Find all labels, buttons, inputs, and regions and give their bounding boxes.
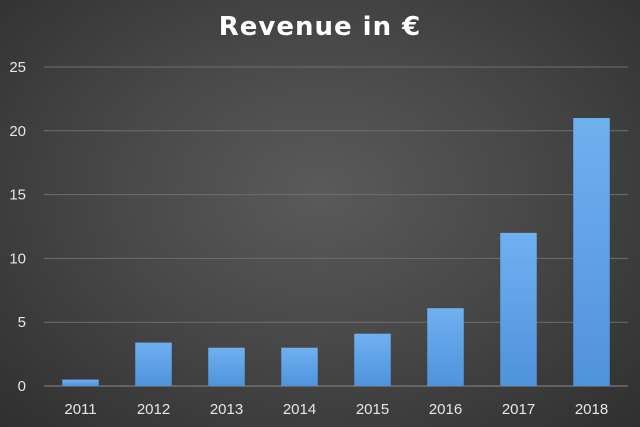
chart-title: Revenue in €: [218, 12, 422, 42]
y-tick-label: 5: [18, 314, 26, 331]
y-tick-label: 25: [9, 59, 26, 76]
y-tick-label: 10: [9, 250, 26, 267]
y-tick-label: 15: [9, 187, 26, 204]
x-tick-label: 2015: [356, 401, 389, 418]
x-tick-label: 2014: [283, 401, 316, 418]
bar-2011: [62, 379, 99, 386]
bar-2018: [573, 118, 610, 386]
y-axis-ticks: 0 5 10 15 20 25: [9, 59, 26, 395]
bar-2012: [135, 342, 172, 386]
x-tick-label: 2013: [210, 401, 243, 418]
x-tick-label: 2017: [502, 401, 535, 418]
y-tick-label: 0: [18, 378, 26, 395]
bar-2014: [281, 347, 318, 386]
x-tick-label: 2011: [64, 401, 96, 418]
bar-2013: [208, 347, 245, 386]
bars: [62, 118, 610, 386]
x-tick-label: 2016: [429, 401, 462, 418]
bar-2016: [427, 308, 464, 386]
x-axis-ticks: 2011 2012 2013 2014 2015 2016 2017 2018: [64, 401, 608, 418]
y-tick-label: 20: [9, 123, 26, 140]
bar-2015: [354, 333, 391, 386]
bar-2017: [500, 232, 537, 386]
gridlines: [44, 66, 628, 387]
x-tick-label: 2018: [575, 401, 608, 418]
x-tick-label: 2012: [137, 401, 170, 418]
